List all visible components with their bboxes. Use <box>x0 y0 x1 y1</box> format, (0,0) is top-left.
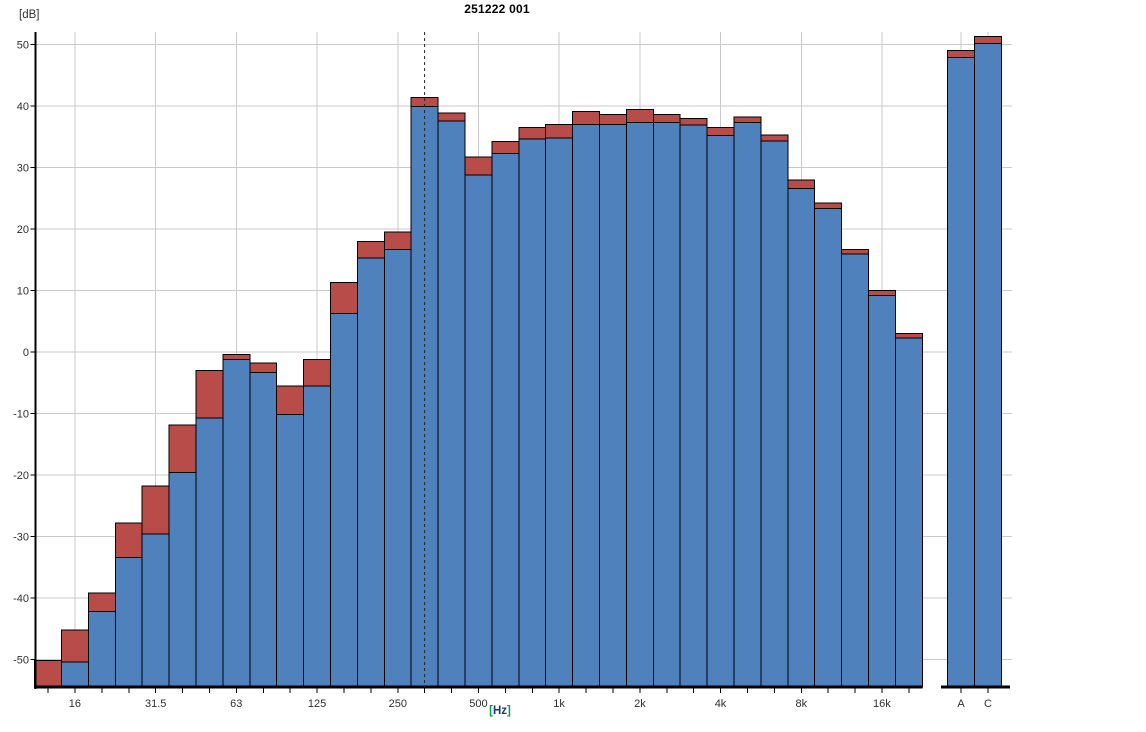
bar-laeq-200[interactable] <box>356 257 385 688</box>
bar-laeq-10k[interactable] <box>814 208 843 688</box>
y-tick-label: -30 <box>13 531 29 543</box>
x-tick-label: 31.5 <box>145 698 166 710</box>
y-tick-label: -10 <box>13 408 29 420</box>
x-tick-label: 1k <box>553 698 565 710</box>
bar-laeq-1.6k[interactable] <box>599 123 627 688</box>
bar-laeq-80[interactable] <box>249 371 278 688</box>
bar-laeq-2.5k[interactable] <box>652 122 681 688</box>
bar-laeq-630[interactable] <box>491 152 520 688</box>
bar-laeq-800[interactable] <box>518 138 547 688</box>
y-tick-label: 20 <box>17 224 29 236</box>
x-tick-label: 63 <box>230 698 242 710</box>
cursor-values-panel: Cursor values X: 315 Hz LAFmax: 41.4 dB … <box>1020 0 1146 732</box>
bar-laeq-20k[interactable] <box>894 337 923 688</box>
bar-laeq-C[interactable] <box>974 42 1002 688</box>
spectrum-plot[interactable]: 50 40 30 20 10 0 -10 -20 -30 -40 -50 16 31.5 63 125 250… <box>0 0 1020 732</box>
x-unit-bracket-close: ] <box>507 705 511 717</box>
bar-laeq-16k[interactable] <box>868 294 896 688</box>
x-tick-label: C <box>984 698 992 710</box>
y-tick-label: 10 <box>17 285 29 297</box>
bar-laeq-250[interactable] <box>383 248 412 688</box>
bar-laeq-100[interactable] <box>276 414 305 688</box>
y-tick-label: -40 <box>13 593 29 605</box>
x-tick-label: 4k <box>715 698 727 710</box>
chart-title: 251222 001 <box>464 2 530 16</box>
y-tick-label: 0 <box>23 347 29 359</box>
bar-laeq-160[interactable] <box>330 312 358 688</box>
y-tick-label: -20 <box>13 470 29 482</box>
bar-laeq-25[interactable] <box>114 556 143 688</box>
bar-laeq-315[interactable] <box>410 106 439 688</box>
y-tick-label: 30 <box>17 162 29 174</box>
bar-laeq-12.5k[interactable] <box>841 253 869 688</box>
x-tick-label: 8k <box>795 698 807 710</box>
bar-laeq-1k[interactable] <box>545 137 574 688</box>
bar-laeq-500[interactable] <box>464 174 493 688</box>
x-axis-unit-label: [Hz] <box>0 705 1000 717</box>
x-axis-baseline <box>34 685 923 689</box>
bar-laeq-40[interactable] <box>168 472 197 688</box>
bar-laeq-6.3k[interactable] <box>760 140 789 688</box>
y-tick-label: -50 <box>13 654 29 666</box>
bar-laeq-63[interactable] <box>222 358 251 688</box>
bar-laeq-31.5[interactable] <box>141 533 170 688</box>
bar-laeq-A[interactable] <box>947 56 975 688</box>
x-tick-label: 500 <box>469 698 487 710</box>
y-tick-label: 40 <box>17 101 29 113</box>
bar-laeq-8k[interactable] <box>787 187 816 688</box>
bar-laeq-125[interactable] <box>303 385 332 688</box>
bar-laeq-16[interactable] <box>61 661 89 688</box>
x-unit-text: Hz <box>492 705 508 717</box>
x-tick-label: 2k <box>634 698 646 710</box>
bar-lafmax-12.5[interactable] <box>34 660 62 688</box>
bar-laeq-5k[interactable] <box>733 122 762 688</box>
spectrum-chart-area[interactable]: 251222 001 [dB] 50 40 30 20 10 0 -10 -20 -30 -40 -… <box>0 0 1020 732</box>
bar-laeq-20[interactable] <box>87 611 116 688</box>
bar-laeq-2k[interactable] <box>625 122 654 688</box>
x-tick-label: 125 <box>308 698 326 710</box>
bar-laeq-4k[interactable] <box>706 135 735 688</box>
bar-laeq-3.15k[interactable] <box>679 124 708 688</box>
y-tick-label: 50 <box>17 39 29 51</box>
x-tick-label: 16 <box>69 698 81 710</box>
x-tick-label: 250 <box>389 698 407 710</box>
y-axis-unit-label: [dB] <box>19 9 40 21</box>
bar-laeq-1.25k[interactable] <box>572 123 600 688</box>
bar-laeq-50[interactable] <box>195 417 224 688</box>
x-axis-baseline-overall <box>941 685 1010 689</box>
bar-laeq-400[interactable] <box>437 120 466 688</box>
chart-svg: 50 40 30 20 10 0 -10 -20 -30 -40 -50 16 31.5 63 125 250… <box>13 32 1012 710</box>
x-tick-label: 16k <box>873 698 891 710</box>
x-tick-label: A <box>957 698 965 710</box>
x-unit-bracket-open: [ <box>489 705 493 717</box>
